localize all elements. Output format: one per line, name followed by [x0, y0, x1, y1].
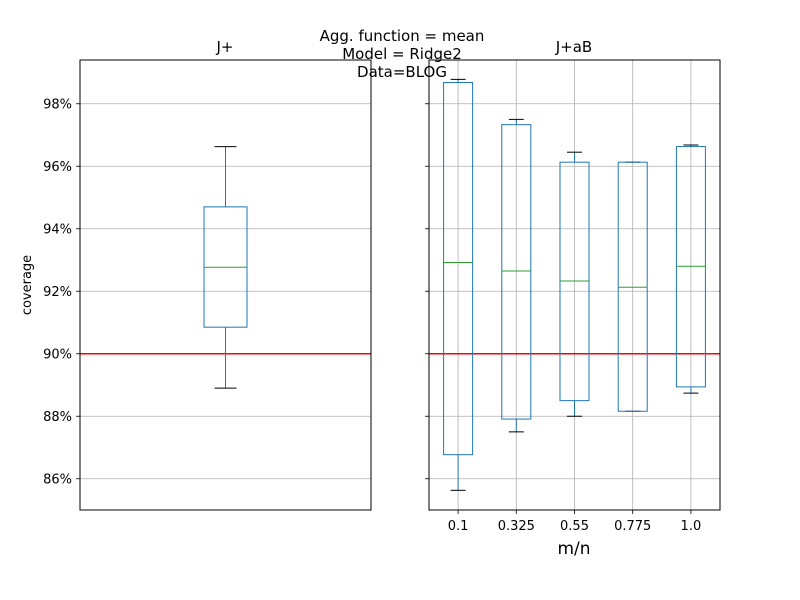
box-0.55	[559, 151, 590, 417]
suptitle-line-3: Data=BLOG	[357, 63, 447, 81]
left-panel-title: J+	[216, 38, 234, 56]
x-tick-label: 0.325	[498, 519, 535, 534]
y-tick-label: 86%	[43, 472, 72, 487]
y-tick-label: 98%	[43, 97, 72, 112]
iqr-box	[501, 124, 532, 420]
right-panel-title: J+aB	[555, 38, 592, 56]
x-tick-label: 0.1	[448, 519, 469, 534]
right-panel-jplusab: J+aB m/n 0.1 0.325 0.55 0.775 1.0	[425, 38, 721, 559]
box-jplus	[203, 146, 248, 389]
left-y-axis-label: coverage	[20, 255, 35, 315]
box-0.1	[443, 78, 474, 491]
y-tick-label: 90%	[43, 347, 72, 362]
box-0.325	[501, 118, 532, 433]
y-tick-label: 96%	[43, 160, 72, 175]
y-tick-label: 92%	[43, 285, 72, 300]
x-tick-label: 0.775	[614, 519, 651, 534]
figure-suptitle: Agg. function = mean Model = Ridge2 Data…	[320, 27, 485, 81]
iqr-box	[443, 82, 474, 456]
left-panel-jplus: J+ coverage 86% 88% 90% 92% 94% 96% 98%	[20, 38, 372, 511]
box-1.0	[675, 144, 706, 394]
suptitle-line-1: Agg. function = mean	[320, 27, 485, 45]
axes-frame	[428, 59, 721, 511]
x-tick-label: 0.55	[560, 519, 589, 534]
axes-frame	[79, 59, 372, 511]
right-x-axis-label: m/n	[557, 539, 590, 559]
x-tick-label: 1.0	[681, 519, 702, 534]
y-tick-label: 88%	[43, 410, 72, 425]
y-tick-label: 94%	[43, 222, 72, 237]
box-0.775	[617, 161, 648, 412]
suptitle-line-2: Model = Ridge2	[342, 45, 462, 63]
